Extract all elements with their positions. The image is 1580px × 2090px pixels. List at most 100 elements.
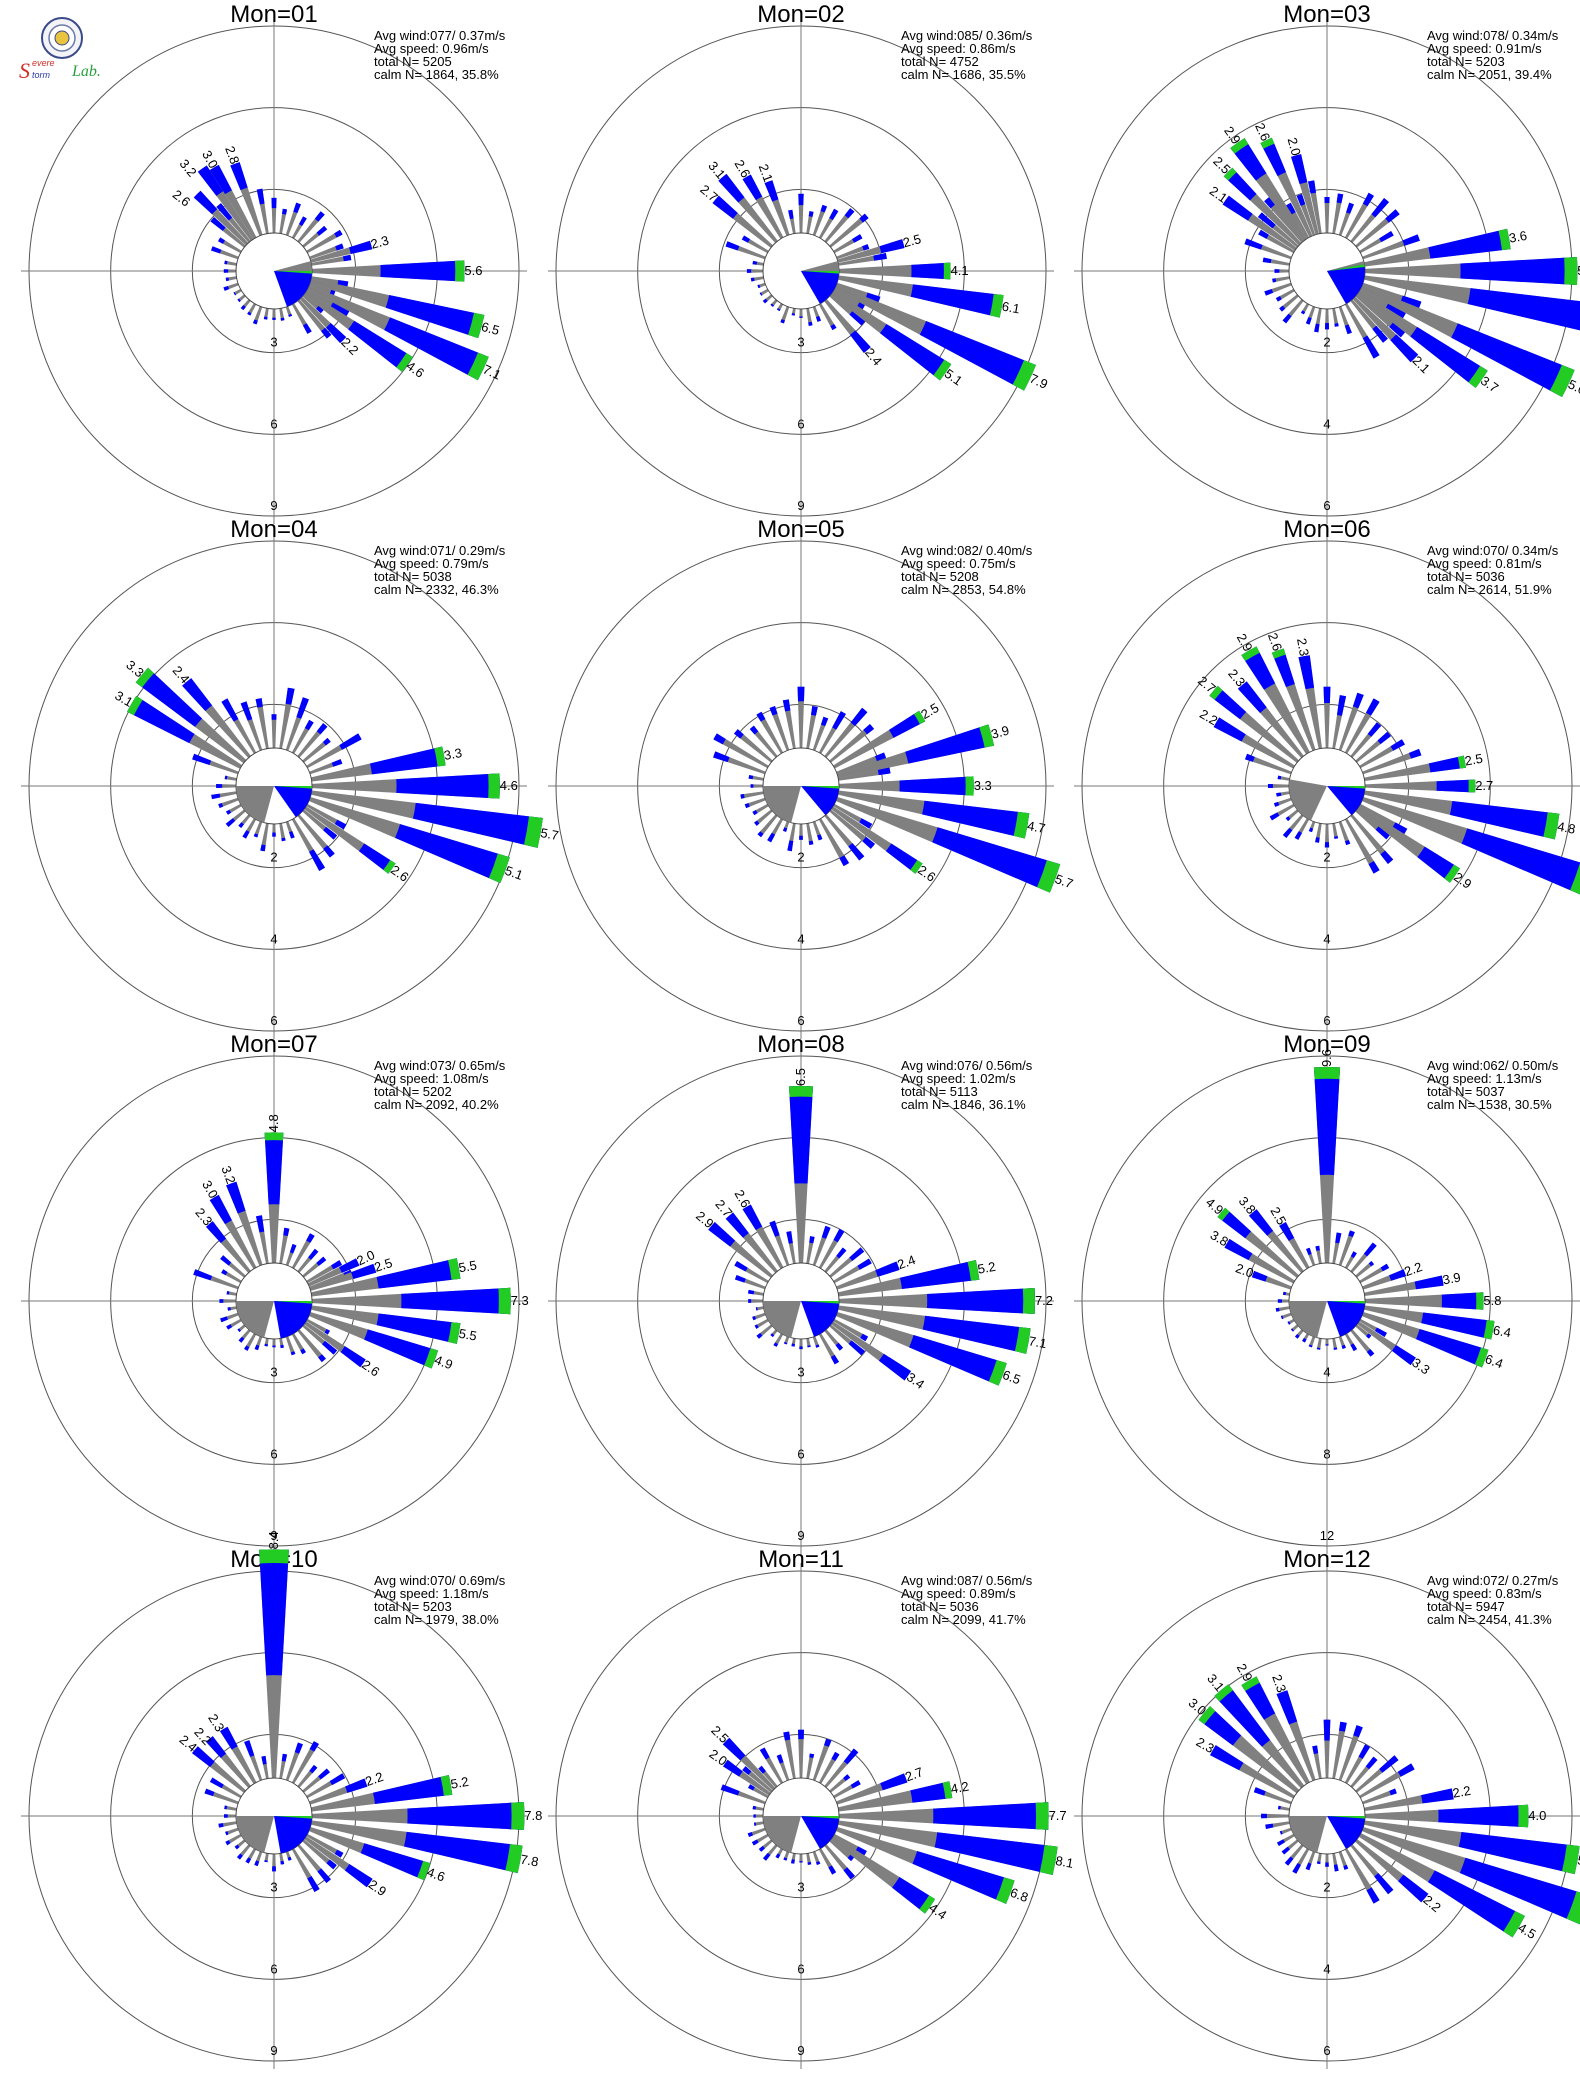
ring-label: 6 (797, 1961, 804, 1976)
bar-value-label: 7.9 (1027, 371, 1050, 392)
direction-bar-fast (1316, 1347, 1321, 1350)
direction-bar-fast (722, 1737, 746, 1761)
direction-bar-fast (747, 1289, 755, 1295)
direction-bar-faster (942, 1781, 953, 1799)
bar-value-label: 6.5 (480, 319, 501, 338)
avg-speed-text: Avg speed: 0.83m/s (1427, 1586, 1542, 1601)
ring-label: 6 (270, 416, 277, 431)
direction-bar-fast (192, 753, 212, 766)
direction-bar-fast (296, 697, 309, 719)
direction-bar (829, 213, 869, 248)
direction-bar-fast (1366, 1349, 1375, 1357)
direction-bar-fast (302, 323, 312, 334)
direction-bar-fast (740, 794, 745, 799)
direction-bar-fast (1353, 1725, 1363, 1738)
direction-bar-fast (1410, 326, 1488, 388)
direction-bar-fast (1458, 1832, 1580, 1875)
direction-bar-fast (233, 291, 237, 296)
ring-label: 6 (270, 1013, 277, 1028)
calm-sector-fast (274, 1816, 312, 1854)
direction-bar-fast (1385, 209, 1400, 223)
direction-bar-faster (264, 1132, 284, 1141)
direction-bar-fast (1346, 202, 1354, 214)
direction-bar-fast (712, 195, 738, 219)
direction-bar-fast (216, 203, 233, 221)
direction-bar-fast (857, 302, 866, 310)
direction-bar-faster (1468, 365, 1488, 388)
direction-bar-fast (1451, 323, 1575, 398)
avg-wind-text: Avg wind:082/ 0.40m/s (901, 543, 1033, 558)
direction-bar-fast (396, 773, 500, 799)
direction-bar-fast (226, 809, 232, 815)
direction-bar-fast (815, 1344, 820, 1348)
direction-bar-fast (219, 1299, 224, 1303)
direction-bar (264, 1853, 269, 1863)
direction-bar-fast (755, 1307, 758, 1311)
avg-speed-text: Avg speed: 0.86m/s (901, 41, 1016, 56)
direction-bar (271, 714, 277, 749)
direction-bar-fast (821, 1225, 831, 1239)
direction-bar-fast (193, 1269, 213, 1281)
direction-bar (224, 1805, 237, 1811)
direction-bar-fast (272, 1345, 276, 1348)
direction-bar-fast (360, 1843, 431, 1881)
direction-bar-fast (298, 216, 307, 226)
direction-bar-fast (910, 284, 1004, 318)
direction-bar-fast (1277, 775, 1282, 780)
direction-bar-fast (238, 1336, 245, 1343)
direction-bar (306, 229, 343, 254)
panel-title: Mon=07 (230, 1031, 317, 1058)
direction-bar-faster (498, 1287, 511, 1315)
direction-bar-fast (1366, 1887, 1380, 1904)
ring-label: 9 (797, 1528, 804, 1543)
direction-bar-fast (1371, 197, 1390, 218)
direction-bar (1338, 1725, 1363, 1781)
direction-bar-fast (288, 313, 293, 317)
direction-bar-fast (1251, 1270, 1268, 1282)
bar-value-label: 5.5 (457, 1257, 477, 1275)
direction-bar-fast (848, 843, 865, 861)
direction-bar-fast (323, 845, 335, 858)
direction-bar-faster (910, 860, 923, 874)
direction-bar-fast (334, 1849, 344, 1858)
direction-bar-fast (855, 1846, 867, 1856)
direction-bar-faster (965, 776, 974, 796)
direction-bar-fast (1314, 323, 1320, 333)
direction-bar (1307, 180, 1322, 234)
direction-bar-fast (753, 1814, 756, 1818)
direction-bar-fast (306, 1233, 315, 1243)
direction-bar-fast (859, 213, 869, 223)
direction-bar-fast (221, 1269, 228, 1276)
direction-bar-faster (434, 746, 446, 767)
direction-bar (799, 1853, 803, 1863)
bar-value-label: 6.1 (1001, 299, 1021, 317)
direction-bar-fast (318, 1768, 330, 1780)
direction-bar-fast (244, 1345, 250, 1351)
direction-bar-fast (264, 1132, 284, 1205)
direction-bar-fast (757, 284, 761, 289)
total-n-text: total N= 5203 (1427, 54, 1505, 69)
direction-bar-fast (849, 1247, 865, 1261)
direction-bar (755, 1306, 764, 1311)
direction-bar (1316, 1338, 1322, 1350)
avg-speed-text: Avg speed: 0.81m/s (1427, 556, 1542, 571)
direction-bar-fast (349, 240, 373, 254)
severe-storm-lab-logo: S evere torm Lab. (14, 14, 114, 84)
direction-bar-fast (1350, 1251, 1357, 1259)
direction-bar-fast (756, 1332, 763, 1339)
direction-bar-fast (798, 193, 804, 206)
direction-bar (285, 1336, 296, 1356)
direction-bar-fast (808, 211, 814, 217)
direction-bar-fast (1421, 1788, 1454, 1804)
ring-label: 6 (270, 1446, 277, 1461)
direction-bar-faster (1260, 137, 1275, 149)
direction-bar-fast (342, 254, 352, 262)
direction-bar-fast (404, 1831, 523, 1874)
direction-bar-faster (1014, 1327, 1031, 1354)
calm-sector-fast (801, 786, 839, 816)
direction-bar (829, 809, 876, 849)
direction-bar (260, 823, 269, 852)
direction-bar-fast (850, 707, 868, 727)
